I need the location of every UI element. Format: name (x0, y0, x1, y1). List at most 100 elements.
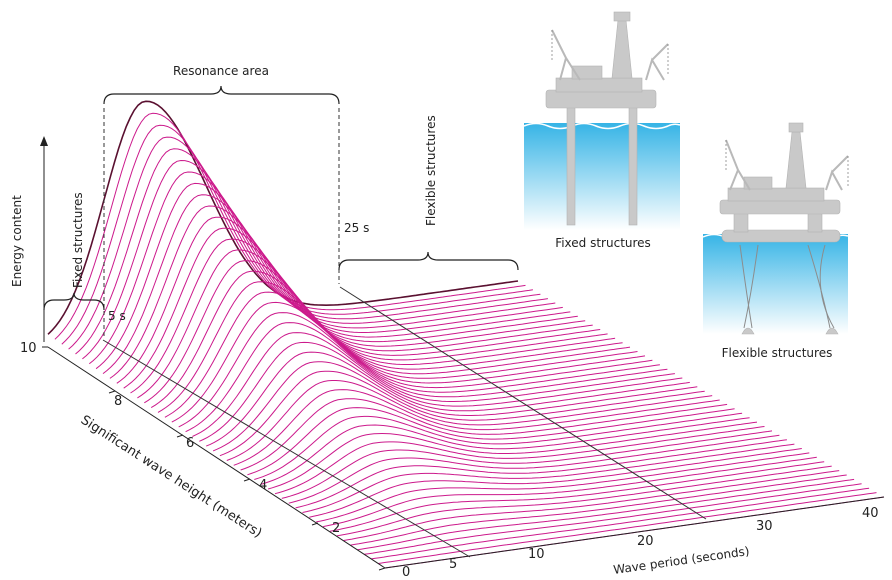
anchor-left (741, 327, 755, 335)
flexible-crane-right (825, 155, 849, 191)
height-tick-2: 2 (332, 521, 340, 536)
period-reference-lines (102, 108, 707, 558)
energy-curve (281, 430, 773, 499)
flexible-bracket (338, 251, 519, 271)
period-5s-label: 5 s (108, 309, 126, 323)
height-axis-title: Significant wave height (meters) (78, 413, 265, 541)
energy-curve (137, 249, 616, 399)
height-tick-0: 0 (402, 565, 410, 580)
energy-curve (171, 301, 653, 423)
energy-curve (350, 474, 847, 546)
flexible-derrick-top (788, 122, 804, 133)
height-tick-6: 6 (186, 436, 194, 451)
fixed-sea (524, 123, 680, 230)
flexible-crane-left (725, 139, 751, 191)
flexible-deck (727, 187, 825, 202)
energy-curve (261, 417, 750, 485)
mooring-line-4 (819, 244, 835, 329)
energy-curve (309, 448, 802, 518)
energy-curve (226, 380, 713, 461)
energy-curve (192, 332, 675, 437)
energy-curve (157, 281, 638, 413)
anchor-right (825, 327, 839, 335)
energy-curve (88, 171, 563, 365)
period-tick-30: 30 (756, 519, 773, 534)
flexible-structures-bracket-label: Flexible structures (424, 115, 438, 226)
energy-curve (247, 407, 735, 476)
energy-curve (233, 389, 720, 466)
energy-curve (102, 194, 578, 374)
height-tick-4: 4 (259, 478, 267, 493)
energy-curve (323, 456, 817, 528)
fixed-crane-right (645, 43, 669, 81)
height-axis-line (47, 346, 386, 569)
energy-curve (95, 182, 571, 370)
period-5s-line (102, 339, 471, 558)
energy-curve (329, 461, 825, 532)
energy-curve (364, 483, 862, 555)
energy-curve (378, 492, 877, 564)
energy-curve (144, 260, 623, 404)
fixed-leg-right (628, 104, 638, 226)
fixed-leg-left (566, 104, 576, 226)
energy-curve (267, 421, 758, 490)
energy-axis-title: Energy content (10, 195, 24, 287)
energy-curve (109, 205, 586, 379)
period-tick-20: 20 (637, 534, 654, 549)
fixed-hull (545, 89, 657, 109)
energy-curve (178, 312, 660, 428)
flexible-column-right (807, 211, 823, 233)
energy-curve (206, 351, 690, 447)
flexible-hull (719, 199, 841, 215)
period-25s-line (339, 286, 707, 520)
energy-curve (185, 322, 668, 433)
resonance-area-label: Resonance area (173, 64, 269, 78)
fixed-crane-left (551, 29, 581, 81)
period-axis-title: Wave period (seconds) (612, 544, 750, 577)
energy-axis-arrow (40, 136, 48, 146)
energy-curve (302, 443, 795, 513)
period-axis-line (384, 496, 885, 569)
flexible-structures-caption: Flexible structures (722, 346, 833, 360)
fixed-structures-caption: Fixed structures (555, 236, 651, 250)
energy-curve (336, 465, 832, 537)
energy-curve (219, 370, 705, 457)
energy-surface-curves (47, 100, 885, 569)
energy-curve (357, 478, 855, 551)
fixed-bracket (43, 292, 105, 311)
fixed-derrick-top (613, 11, 631, 22)
fixed-cabin (571, 65, 603, 80)
height-tick-8: 8 (114, 394, 122, 409)
energy-curve (199, 341, 683, 442)
energy-curve (343, 470, 840, 541)
height-axis-ticks (42, 346, 386, 571)
height-tick-10: 10 (20, 341, 37, 356)
energy-curve (240, 398, 728, 471)
flexible-cabin (743, 176, 773, 190)
energy-curve (316, 452, 810, 523)
energy-curve (274, 426, 765, 495)
period-25s-label: 25 s (344, 221, 369, 235)
energy-curve (116, 216, 593, 384)
energy-curve (254, 412, 743, 480)
energy-curve (288, 434, 780, 504)
flexible-platform-illustration (702, 122, 849, 335)
resonance-bracket (103, 85, 340, 105)
fixed-structures-bracket-label: Fixed structures (71, 192, 85, 288)
period-tick-5: 5 (449, 557, 457, 572)
energy-curve (123, 227, 601, 389)
period-tick-40: 40 (862, 506, 879, 521)
flexible-derrick (785, 131, 807, 189)
energy-curve (150, 270, 631, 409)
fixed-derrick (611, 19, 633, 79)
fixed-sea-surface (523, 122, 681, 130)
fixed-deck (555, 77, 643, 93)
flexible-pontoon (721, 229, 841, 243)
energy-curve (130, 238, 608, 394)
energy-curve (212, 361, 698, 452)
period-tick-10: 10 (528, 547, 545, 562)
energy-curve (164, 291, 646, 418)
fixed-platform-illustration (523, 11, 681, 230)
